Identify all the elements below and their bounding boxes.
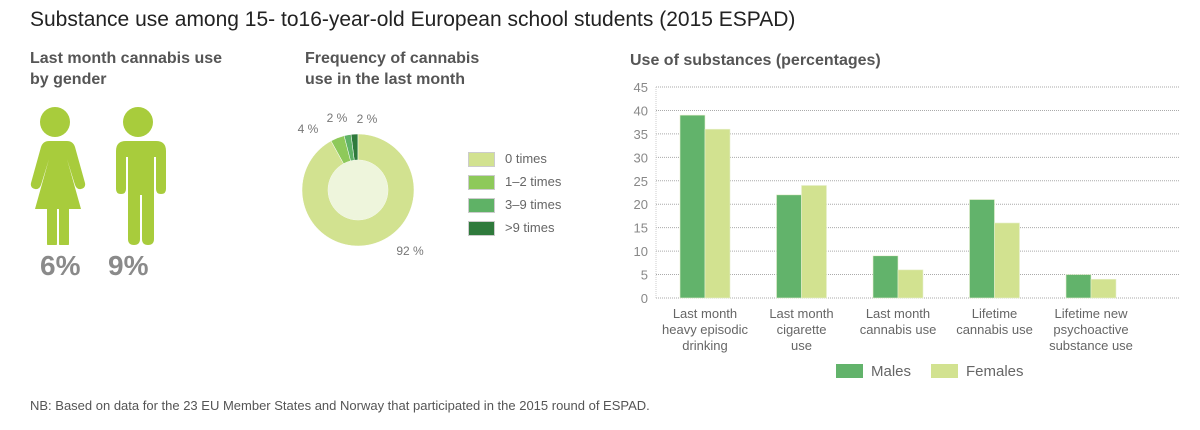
legend-label: 1–2 times — [505, 174, 562, 189]
x-tick-label: Last month — [769, 306, 833, 321]
female-icon — [30, 107, 86, 245]
legend-swatch — [468, 175, 495, 191]
bar-females — [801, 185, 827, 299]
male-icon — [116, 107, 166, 245]
slice-label: 2 % — [327, 111, 348, 125]
y-tick-label: 20 — [634, 197, 648, 212]
y-tick-label: 0 — [641, 291, 648, 306]
y-tick-label: 15 — [634, 221, 648, 236]
x-tick-label: heavy episodic — [662, 322, 748, 337]
legend-swatch — [836, 364, 863, 378]
y-tick-label: 40 — [634, 103, 648, 118]
bar-males — [872, 255, 899, 299]
x-tick-label: Lifetime — [972, 306, 1018, 321]
footnote: NB: Based on data for the 23 EU Member S… — [30, 398, 650, 413]
bar-females — [897, 269, 924, 299]
legend-swatch — [468, 221, 495, 237]
x-tick-label: Last month — [673, 306, 737, 321]
legend-label: Females — [966, 363, 1024, 380]
x-tick-label: cannabis use — [860, 322, 937, 337]
legend-item: >9 times — [468, 216, 561, 239]
legend-swatch — [468, 198, 495, 214]
legend-label: 0 times — [505, 151, 547, 166]
x-tick-label: cigarette — [777, 322, 827, 337]
x-tick-label: psychoactive — [1053, 322, 1128, 337]
legend-swatch — [468, 152, 495, 168]
gender-icons — [30, 107, 166, 245]
slice-label: 2 % — [357, 112, 378, 126]
legend-label: >9 times — [505, 220, 555, 235]
frequency-donut: 92 % 4 % 2 % 2 % — [298, 111, 424, 255]
y-tick-label: 45 — [634, 80, 648, 95]
legend-swatch — [931, 364, 958, 378]
frequency-legend: 0 times 1–2 times 3–9 times >9 times — [468, 147, 561, 239]
bar-females — [704, 128, 731, 299]
x-tick-label: drinking — [682, 338, 728, 353]
page-title: Substance use among 15- to16-year-old Eu… — [30, 8, 796, 31]
y-tick-label: 5 — [641, 268, 648, 283]
legend-item: 1–2 times — [468, 170, 561, 193]
legend-item: 3–9 times — [468, 193, 561, 216]
bar-males — [776, 194, 802, 299]
gender-title: Last month cannabis use by gender — [30, 50, 223, 88]
frequency-title: Frequency of cannabis use in the last mo… — [305, 50, 480, 88]
x-tick-label: cannabis use — [956, 322, 1033, 337]
bar-females — [994, 222, 1020, 299]
bar-chart-title: Use of substances (percentages) — [630, 52, 881, 69]
x-tick-label: substance use — [1049, 338, 1133, 353]
x-tick-label: Last month — [866, 306, 930, 321]
slice-label: 4 % — [298, 122, 319, 136]
bar-males — [1065, 274, 1092, 299]
slice-label: 92 % — [396, 244, 424, 255]
legend-label: 3–9 times — [505, 197, 562, 212]
x-tick-label: use — [791, 338, 812, 353]
y-tick-label: 10 — [634, 244, 648, 259]
male-percentage: 9% — [108, 250, 149, 281]
bar-males — [679, 114, 706, 299]
y-tick-label: 35 — [634, 127, 648, 142]
donut-hole — [328, 160, 388, 220]
female-percentage: 6% — [40, 250, 81, 281]
y-tick-label: 25 — [634, 174, 648, 189]
bar-females — [1090, 278, 1117, 299]
y-tick-label: 30 — [634, 150, 648, 165]
bar-males — [969, 199, 995, 299]
x-tick-label: Lifetime new — [1055, 306, 1129, 321]
legend-label: Males — [871, 363, 911, 380]
legend-item: 0 times — [468, 147, 561, 170]
